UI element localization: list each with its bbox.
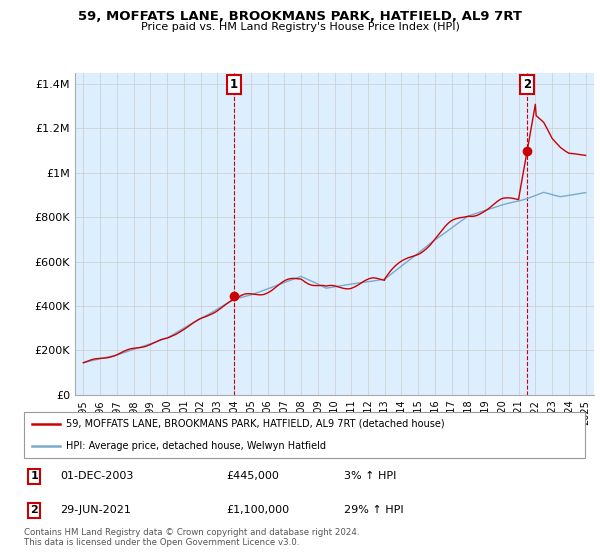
Text: Price paid vs. HM Land Registry's House Price Index (HPI): Price paid vs. HM Land Registry's House …: [140, 22, 460, 32]
Text: £445,000: £445,000: [226, 472, 279, 482]
Text: 29% ↑ HPI: 29% ↑ HPI: [344, 505, 403, 515]
Text: Contains HM Land Registry data © Crown copyright and database right 2024.
This d: Contains HM Land Registry data © Crown c…: [24, 528, 359, 547]
Text: 01-DEC-2003: 01-DEC-2003: [61, 472, 134, 482]
Text: 59, MOFFATS LANE, BROOKMANS PARK, HATFIELD, AL9 7RT (detached house): 59, MOFFATS LANE, BROOKMANS PARK, HATFIE…: [66, 419, 445, 429]
Text: 2: 2: [30, 505, 38, 515]
Text: 59, MOFFATS LANE, BROOKMANS PARK, HATFIELD, AL9 7RT: 59, MOFFATS LANE, BROOKMANS PARK, HATFIE…: [78, 10, 522, 23]
Text: 29-JUN-2021: 29-JUN-2021: [61, 505, 131, 515]
Text: 2: 2: [523, 78, 531, 91]
Text: HPI: Average price, detached house, Welwyn Hatfield: HPI: Average price, detached house, Welw…: [66, 441, 326, 451]
Text: 1: 1: [230, 78, 238, 91]
Text: 1: 1: [30, 472, 38, 482]
FancyBboxPatch shape: [24, 412, 585, 458]
Text: 3% ↑ HPI: 3% ↑ HPI: [344, 472, 396, 482]
Text: £1,100,000: £1,100,000: [226, 505, 289, 515]
